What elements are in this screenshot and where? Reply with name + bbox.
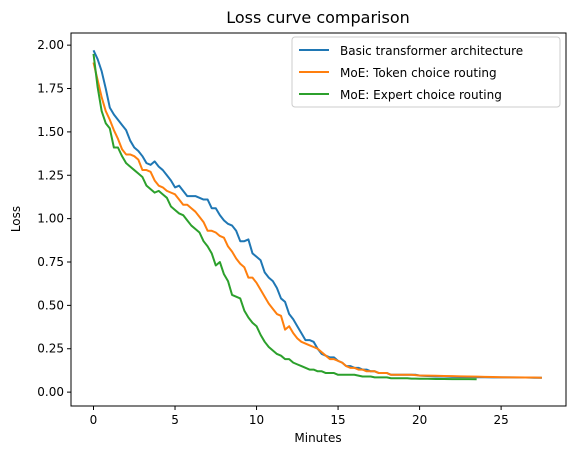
chart-legend: Basic transformer architecture MoE: Toke… xyxy=(291,36,561,108)
x-axis-label: Minutes xyxy=(294,431,341,445)
y-tick-label: 2.00 xyxy=(37,38,64,52)
y-tick-label: 0.00 xyxy=(37,385,64,399)
x-tick-label: 20 xyxy=(412,413,427,427)
y-axis: 0.00 0.25 0.50 0.75 1.00 1.25 1.50 1.75 2.00 xyxy=(37,38,71,399)
x-tick-label: 0 xyxy=(90,413,98,427)
legend-label-basic-transformer: Basic transformer architecture xyxy=(340,44,523,58)
y-tick-label: 1.00 xyxy=(37,212,64,226)
y-tick-label: 0.25 xyxy=(37,342,64,356)
y-tick-label: 1.50 xyxy=(37,125,64,139)
plot-frame xyxy=(70,32,567,407)
chart-title: Loss curve comparison xyxy=(226,8,410,27)
legend-label-expert-choice: MoE: Expert choice routing xyxy=(340,88,502,102)
legend-frame xyxy=(291,36,561,108)
series-group xyxy=(92,49,542,381)
y-tick-label: 0.75 xyxy=(37,255,64,269)
y-tick-label: 1.25 xyxy=(37,168,64,182)
y-tick-label: 0.50 xyxy=(37,298,64,312)
x-tick-label: 15 xyxy=(330,413,345,427)
x-tick-label: 5 xyxy=(171,413,179,427)
y-tick-label: 1.75 xyxy=(37,82,64,96)
x-tick-label: 25 xyxy=(493,413,508,427)
series-line-token-choice xyxy=(92,62,542,379)
legend-label-token-choice: MoE: Token choice routing xyxy=(340,66,497,80)
x-axis: 0 5 10 15 20 25 xyxy=(90,406,509,427)
y-axis-label: Loss xyxy=(9,206,23,232)
x-tick-label: 10 xyxy=(249,413,264,427)
series-line-expert-choice xyxy=(92,53,477,381)
